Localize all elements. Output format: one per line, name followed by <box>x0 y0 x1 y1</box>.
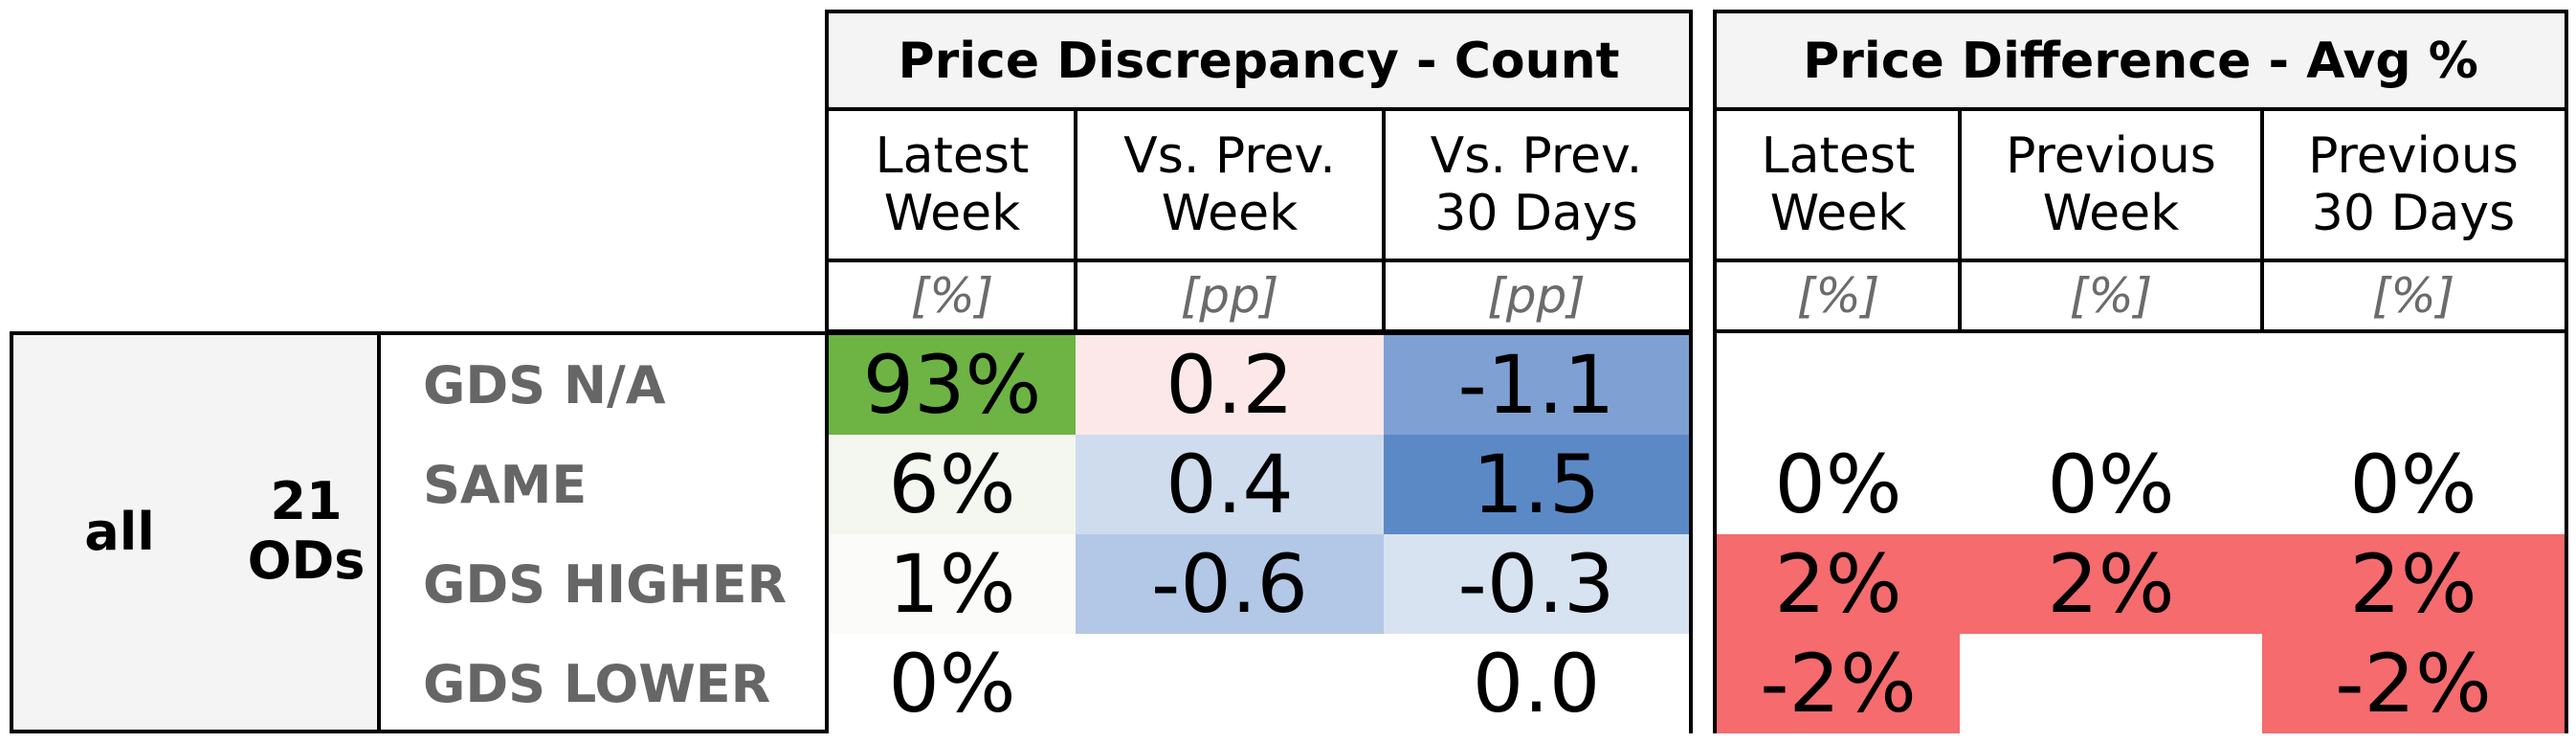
table-cell: 2% <box>1717 534 1960 634</box>
table-cell: 93% <box>829 335 1076 435</box>
column-unit: [pp] <box>1180 268 1279 324</box>
column-unit: [%] <box>910 268 994 324</box>
column-divider <box>2260 109 2264 331</box>
row-label: GDS HIGHER <box>423 553 788 615</box>
table-cell: -1.1 <box>1384 335 1689 435</box>
column-header: Vs. Prev. Week <box>1123 127 1336 242</box>
header-rule <box>1717 107 2565 111</box>
table-cell: 1.5 <box>1384 435 1689 534</box>
table-cell: 1% <box>829 534 1076 634</box>
table-cell: -0.3 <box>1384 534 1689 634</box>
column-unit: [%] <box>1796 268 1880 324</box>
column-unit: [pp] <box>1487 268 1586 324</box>
table-cell: 0.4 <box>1076 435 1384 534</box>
row-label: GDS N/A <box>423 354 666 416</box>
header-rule <box>1717 329 2565 333</box>
table-cell: 0% <box>1717 435 1960 534</box>
table-cell <box>1960 335 2262 435</box>
table-cell: 0% <box>829 634 1076 733</box>
header-rule <box>829 329 1689 333</box>
ods-label: 21 ODs <box>247 471 366 591</box>
table-cell: 0% <box>1960 435 2262 534</box>
group-divider <box>377 331 381 733</box>
table-cell <box>2262 335 2565 435</box>
table-cell: 2% <box>2262 534 2565 634</box>
table-cell <box>1717 335 1960 435</box>
table-cell: -0.6 <box>1076 534 1384 634</box>
table-cell: 0.0 <box>1384 634 1689 733</box>
column-unit: [%] <box>2069 268 2153 324</box>
header-rule <box>829 107 1689 111</box>
group-label-background <box>13 335 379 730</box>
column-header: Latest Week <box>1761 127 1916 242</box>
table-cell: 2% <box>1960 534 2262 634</box>
column-divider <box>1958 109 1962 331</box>
header-rule <box>829 259 1689 262</box>
panel-difference-title: Price Difference - Avg % <box>1717 13 2565 109</box>
column-divider <box>1382 109 1386 331</box>
panel-discrepancy-title: Price Discrepancy - Count <box>829 13 1689 109</box>
row-label: SAME <box>423 454 588 515</box>
table-cell: -2% <box>1717 634 1960 733</box>
column-divider <box>1074 109 1077 331</box>
column-header: Previous 30 Days <box>2308 127 2519 242</box>
column-unit: [%] <box>2371 268 2455 324</box>
header-rule <box>1717 259 2565 262</box>
table-cell: 0% <box>2262 435 2565 534</box>
column-header: Latest Week <box>875 127 1030 242</box>
column-header: Previous Week <box>2006 127 2216 242</box>
table-cell: 0.2 <box>1076 335 1384 435</box>
column-header: Vs. Prev. 30 Days <box>1430 127 1643 242</box>
segment-label: all <box>84 501 155 562</box>
row-label: GDS LOWER <box>423 653 771 714</box>
table-cell: 6% <box>829 435 1076 534</box>
table-cell <box>1076 634 1384 733</box>
table-cell: -2% <box>2262 634 2565 733</box>
table-cell <box>1960 634 2262 733</box>
